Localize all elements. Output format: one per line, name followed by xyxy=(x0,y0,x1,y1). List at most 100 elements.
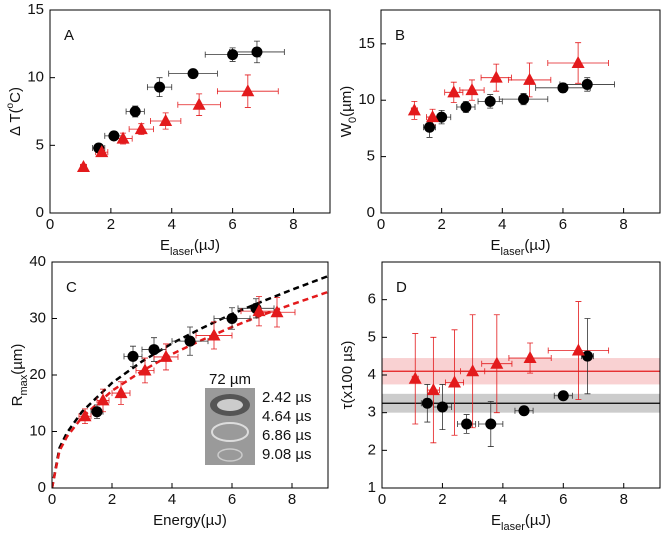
point xyxy=(114,386,128,399)
point xyxy=(523,72,537,85)
point xyxy=(76,159,90,172)
axes-frame xyxy=(380,9,661,214)
axes-frame xyxy=(49,9,331,214)
y-axis-label-part: C) xyxy=(7,87,24,103)
point xyxy=(127,350,139,362)
inset-time: 4.64 µs xyxy=(262,408,312,425)
point xyxy=(581,350,593,362)
x-axis-label-part: laser xyxy=(170,246,194,258)
x-tick-label: 8 xyxy=(620,491,628,508)
y-tick-label: 0 xyxy=(38,479,46,496)
x-tick-label: 0 xyxy=(46,216,54,233)
x-axis-label: Elaser(µJ) xyxy=(160,237,220,258)
y-axis-label: τ(x100 µs) xyxy=(339,341,356,410)
x-tick-label: 2 xyxy=(108,491,116,508)
y-tick-label: 10 xyxy=(29,422,46,439)
x-tick-label: 4 xyxy=(168,491,176,508)
y-tick-label: 30 xyxy=(29,309,46,326)
point xyxy=(447,85,461,98)
x-tick-label: 0 xyxy=(378,491,386,508)
point xyxy=(448,375,462,388)
panel-label: A xyxy=(64,27,74,44)
y-axis-label-part: R xyxy=(9,395,26,406)
y-tick-label: 10 xyxy=(358,91,375,108)
x-axis-label-part: (µJ) xyxy=(524,237,550,254)
y-tick-label: 1 xyxy=(368,479,376,496)
point xyxy=(484,95,496,107)
point xyxy=(424,121,436,133)
point xyxy=(159,113,173,126)
x-axis-label: Elaser(µJ) xyxy=(491,512,551,533)
y-tick-label: 6 xyxy=(368,291,376,308)
x-tick-label: 0 xyxy=(377,216,385,233)
point xyxy=(523,351,537,364)
y-tick-label: 5 xyxy=(36,136,44,153)
inset-bubble xyxy=(217,399,243,411)
point xyxy=(129,106,141,117)
point xyxy=(154,81,166,93)
x-tick-label: 6 xyxy=(228,491,236,508)
point xyxy=(407,103,421,116)
y-axis-label: Rmax(µm) xyxy=(9,344,30,407)
y-axis-label-part: (µm) xyxy=(338,86,355,117)
y-tick-label: 2 xyxy=(368,441,376,458)
x-axis-label-part: E xyxy=(160,237,170,254)
panel-label: D xyxy=(396,279,407,296)
point xyxy=(426,110,440,123)
inset-time: 9.08 µs xyxy=(262,446,312,463)
point xyxy=(557,390,569,402)
y-tick-label: 4 xyxy=(368,366,376,383)
y-axis-label-part: max xyxy=(18,374,30,395)
point xyxy=(460,101,472,113)
y-axis-label-part: 0 xyxy=(347,117,359,123)
x-tick-label: 4 xyxy=(168,216,176,233)
point xyxy=(465,83,479,96)
x-tick-label: 8 xyxy=(289,216,297,233)
x-tick-label: 8 xyxy=(619,216,627,233)
x-axis-label-part: Energy(µJ) xyxy=(153,512,227,529)
x-axis-label-part: laser xyxy=(501,521,525,533)
y-axis-label-part: (µm) xyxy=(9,344,26,375)
y-tick-label: 20 xyxy=(29,366,46,383)
point xyxy=(95,145,109,158)
x-tick-label: 0 xyxy=(48,491,56,508)
point xyxy=(518,93,530,105)
fit-curve xyxy=(52,290,328,488)
point xyxy=(421,397,433,409)
x-tick-label: 2 xyxy=(107,216,115,233)
y-tick-label: 0 xyxy=(367,204,375,221)
y-tick-label: 40 xyxy=(29,253,46,270)
point xyxy=(518,405,530,417)
point xyxy=(134,122,148,135)
point xyxy=(207,328,221,341)
x-axis-label-part: (µJ) xyxy=(525,512,551,529)
point xyxy=(187,68,199,80)
y-axis-label-part: W xyxy=(338,122,355,137)
inset-bubble xyxy=(217,448,243,462)
y-axis-label-part: o xyxy=(5,102,16,108)
point xyxy=(116,131,130,144)
plot-area xyxy=(80,40,285,171)
point xyxy=(571,343,585,356)
point xyxy=(227,49,239,61)
point xyxy=(436,111,448,123)
point xyxy=(436,401,448,413)
y-tick-label: 3 xyxy=(368,404,376,421)
plot-area xyxy=(382,301,660,447)
x-tick-label: 6 xyxy=(559,491,567,508)
y-axis-label-part: Δ T( xyxy=(7,108,24,136)
plot-area xyxy=(410,42,615,138)
point xyxy=(426,383,440,396)
y-tick-label: 0 xyxy=(36,204,44,221)
panel-label: B xyxy=(395,27,405,44)
point xyxy=(192,97,206,110)
x-axis-label-part: (µJ) xyxy=(194,237,220,254)
point xyxy=(270,305,284,318)
y-axis-label-part: τ(x100 µs) xyxy=(339,341,356,410)
point xyxy=(461,418,473,430)
point xyxy=(159,349,173,362)
x-tick-label: 4 xyxy=(498,216,506,233)
fit-curve xyxy=(52,274,328,488)
y-tick-label: 5 xyxy=(367,148,375,165)
